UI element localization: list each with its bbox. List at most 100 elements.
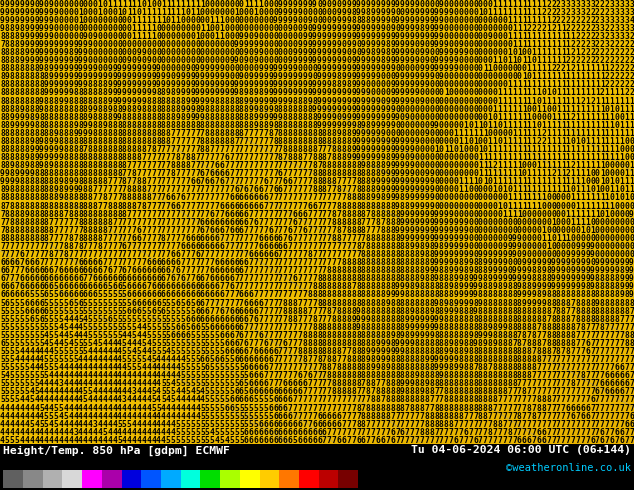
Text: 7: 7	[473, 420, 478, 429]
Text: 8: 8	[166, 104, 171, 114]
Text: 7: 7	[200, 153, 205, 162]
Text: 7: 7	[141, 242, 146, 251]
Text: 1: 1	[512, 145, 517, 154]
Text: 9: 9	[390, 40, 395, 49]
Text: 8: 8	[390, 379, 395, 389]
Text: 8: 8	[390, 355, 395, 364]
Text: 1: 1	[254, 8, 259, 17]
Text: 8: 8	[346, 266, 351, 275]
Text: 7: 7	[341, 194, 346, 202]
Text: 0: 0	[395, 8, 400, 17]
Text: 9: 9	[244, 88, 249, 98]
Text: 0: 0	[103, 32, 107, 41]
Text: 1: 1	[478, 169, 483, 178]
Text: 7: 7	[214, 250, 219, 259]
Text: 1: 1	[527, 121, 531, 130]
Text: 4: 4	[146, 428, 151, 437]
Text: 0: 0	[263, 24, 268, 33]
Text: 8: 8	[380, 242, 385, 251]
Text: 0: 0	[244, 64, 249, 73]
Text: 0: 0	[371, 88, 375, 98]
Text: 0: 0	[600, 218, 605, 227]
Text: 8: 8	[366, 8, 371, 17]
Text: 8: 8	[83, 226, 87, 235]
Text: 8: 8	[561, 323, 566, 332]
Text: 9: 9	[395, 80, 400, 89]
Text: 8: 8	[463, 388, 468, 396]
Text: 8: 8	[0, 145, 5, 154]
Text: 7: 7	[302, 250, 307, 259]
Text: 8: 8	[98, 234, 103, 243]
Text: 7: 7	[249, 161, 254, 170]
Text: 3: 3	[624, 24, 629, 33]
Bar	[259, 470, 280, 488]
Text: 7: 7	[307, 258, 312, 267]
Text: 0: 0	[317, 16, 322, 24]
Text: 9: 9	[420, 218, 424, 227]
Text: 7: 7	[234, 274, 239, 283]
Text: 9: 9	[337, 121, 341, 130]
Text: 6: 6	[219, 242, 224, 251]
Text: 9: 9	[346, 153, 351, 162]
Text: 7: 7	[297, 331, 302, 340]
Text: 6: 6	[136, 298, 141, 308]
Text: 9: 9	[307, 80, 312, 89]
Text: 7: 7	[54, 266, 58, 275]
Text: 8: 8	[0, 104, 5, 114]
Text: 0: 0	[288, 40, 293, 49]
Text: 9: 9	[63, 48, 68, 57]
Text: 8: 8	[580, 315, 585, 324]
Text: 4: 4	[98, 388, 103, 396]
Text: 7: 7	[400, 436, 404, 445]
Text: 8: 8	[78, 242, 83, 251]
Text: 7: 7	[502, 428, 507, 437]
Text: 7: 7	[93, 185, 98, 195]
Text: 8: 8	[337, 379, 341, 389]
Text: 9: 9	[54, 40, 58, 49]
Text: 1: 1	[176, 0, 181, 8]
Text: 4: 4	[83, 371, 87, 380]
Text: 1: 1	[547, 48, 551, 57]
Text: 9: 9	[10, 0, 15, 8]
Text: 4: 4	[78, 363, 83, 372]
Text: 3: 3	[58, 379, 63, 389]
Text: 1: 1	[561, 113, 566, 122]
Text: 0: 0	[390, 16, 395, 24]
Text: 6: 6	[297, 371, 302, 380]
Text: 1: 1	[629, 97, 634, 105]
Text: 5: 5	[230, 379, 234, 389]
Text: 8: 8	[420, 355, 424, 364]
Text: 7: 7	[614, 323, 619, 332]
Text: 7: 7	[244, 274, 249, 283]
Text: 7: 7	[351, 250, 356, 259]
Text: 7: 7	[512, 339, 517, 348]
Text: 9: 9	[210, 72, 214, 81]
Text: 5: 5	[10, 307, 15, 316]
Text: 0: 0	[83, 16, 87, 24]
Text: 8: 8	[20, 64, 24, 73]
Text: 9: 9	[395, 161, 400, 170]
Text: 7: 7	[273, 161, 278, 170]
Text: 9: 9	[580, 242, 585, 251]
Text: 8: 8	[103, 153, 107, 162]
Text: 9: 9	[283, 72, 288, 81]
Text: 9: 9	[39, 0, 44, 8]
Text: 5: 5	[73, 347, 78, 356]
Text: 8: 8	[366, 363, 371, 372]
Text: 9: 9	[580, 266, 585, 275]
Text: 9: 9	[400, 347, 404, 356]
Text: 8: 8	[29, 153, 34, 162]
Text: 8: 8	[415, 250, 420, 259]
Text: 9: 9	[439, 315, 444, 324]
Text: 0: 0	[493, 80, 498, 89]
Text: 8: 8	[522, 388, 527, 396]
Text: 5: 5	[132, 363, 136, 372]
Text: 4: 4	[107, 395, 112, 404]
Text: 7: 7	[332, 250, 337, 259]
Text: 1: 1	[536, 48, 541, 57]
Text: 2: 2	[556, 0, 561, 8]
Text: 7: 7	[317, 315, 322, 324]
Text: 6: 6	[161, 266, 166, 275]
Text: 9: 9	[351, 145, 356, 154]
Text: 7: 7	[15, 282, 20, 292]
